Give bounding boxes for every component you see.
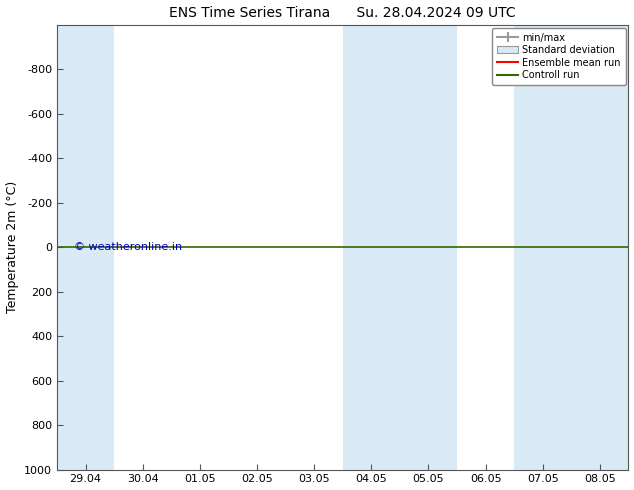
Bar <box>57 25 114 469</box>
Y-axis label: Temperature 2m (°C): Temperature 2m (°C) <box>6 181 18 314</box>
Title: ENS Time Series Tirana      Su. 28.04.2024 09 UTC: ENS Time Series Tirana Su. 28.04.2024 09… <box>169 5 516 20</box>
Legend: min/max, Standard deviation, Ensemble mean run, Controll run: min/max, Standard deviation, Ensemble me… <box>492 28 626 85</box>
Bar <box>514 25 628 469</box>
Text: © weatheronline.in: © weatheronline.in <box>74 242 182 252</box>
Bar <box>343 25 457 469</box>
